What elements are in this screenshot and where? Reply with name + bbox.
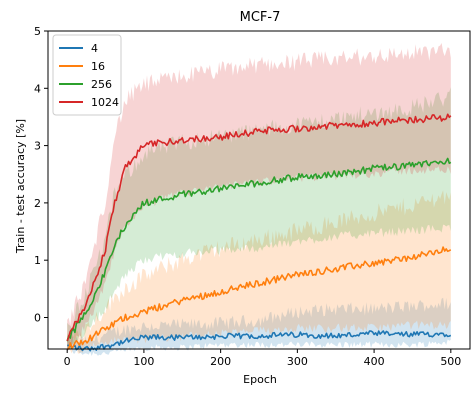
x-tick-label: 300 <box>287 355 308 368</box>
series-lines <box>66 113 452 352</box>
legend: 4 16 256 1024 <box>52 34 122 116</box>
uncertainty-bands <box>67 43 451 356</box>
band-series-1024 <box>67 43 451 352</box>
x-tick-label: 0 <box>64 355 71 368</box>
x-tick-label: 500 <box>440 355 461 368</box>
line-series-4 <box>67 330 452 352</box>
plot-frame <box>47 30 471 350</box>
y-tick-label: 4 <box>34 82 41 95</box>
y-tick-label: 0 <box>34 311 41 324</box>
band-series-4 <box>67 297 451 356</box>
y-tick-label: 1 <box>34 254 41 267</box>
x-tick-label: 100 <box>133 355 154 368</box>
y-tick-label: 2 <box>34 197 41 210</box>
legend-box <box>52 34 122 116</box>
y-axis-label: Train - test accuracy [%] <box>14 119 27 254</box>
y-tick-label: 5 <box>34 25 41 38</box>
y-tick-label: 3 <box>34 140 41 153</box>
legend-label-256: 256 <box>91 78 112 91</box>
chart-title: MCF-7 <box>240 10 281 25</box>
legend-label-1024: 1024 <box>91 96 119 109</box>
line-series-16 <box>67 246 452 350</box>
band-series-256 <box>67 87 451 350</box>
axes: 0 100 200 300 400 500 0 1 2 3 4 5 <box>34 25 471 368</box>
legend-label-4: 4 <box>91 42 98 55</box>
line-series-256 <box>66 157 452 342</box>
x-axis-label: Epoch <box>243 373 277 386</box>
legend-label-16: 16 <box>91 60 105 73</box>
band-series-16 <box>67 190 451 354</box>
line-series-1024 <box>66 113 452 342</box>
x-tick-label: 400 <box>364 355 385 368</box>
x-tick-label: 200 <box>210 355 231 368</box>
